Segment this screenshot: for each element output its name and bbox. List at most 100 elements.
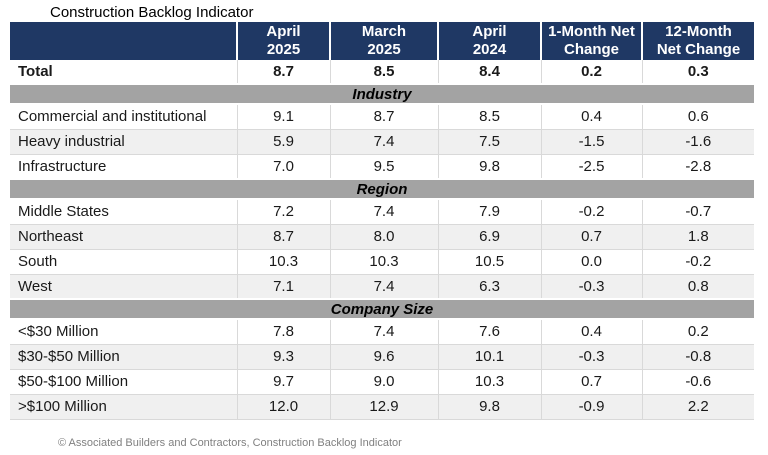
cell-value: -0.2 [540,198,642,224]
cell-value: 1.8 [641,223,754,249]
cell-value: 8.7 [329,103,438,129]
cell-value: -0.3 [540,343,642,369]
cell-value: 9.7 [236,368,330,394]
row-northeast: Northeast 8.7 8.0 6.9 0.7 1.8 [10,223,754,249]
row-label: South [10,248,237,274]
page-title: Construction Backlog Indicator [50,4,254,21]
row-label: $30-$50 Million [10,343,237,369]
cell-value: 9.0 [329,368,438,394]
cell-value: 5.9 [236,128,330,154]
cell-value: 8.4 [437,60,541,84]
cell-value: 7.4 [329,198,438,224]
cell-value: -1.5 [540,128,642,154]
row-heavy-industrial: Heavy industrial 5.9 7.4 7.5 -1.5 -1.6 [10,128,754,154]
col-header-label [10,22,237,60]
cell-value: 0.6 [641,103,754,129]
cell-value: 0.0 [540,248,642,274]
cell-value: -0.6 [641,368,754,394]
cell-value: 9.3 [236,343,330,369]
cell-value: 0.8 [641,273,754,299]
cell-value: 10.3 [437,368,541,394]
row-infrastructure: Infrastructure 7.0 9.5 9.8 -2.5 -2.8 [10,153,754,179]
cell-value: -1.6 [641,128,754,154]
col-header-1-month-net-change: 1-Month Net Change [540,22,642,60]
cell-value: -0.9 [540,393,642,419]
backlog-table: April 2025 March 2025 April 2024 1-Month… [10,22,754,420]
row-south: South 10.3 10.3 10.5 0.0 -0.2 [10,248,754,274]
row-label: West [10,273,237,299]
cell-value: 8.5 [329,60,438,84]
row-under-30-million: <$30 Million 7.8 7.4 7.6 0.4 0.2 [10,318,754,344]
cell-value: -0.2 [641,248,754,274]
cell-value: 7.5 [437,128,541,154]
cell-value: 9.1 [236,103,330,129]
cell-value: 0.3 [641,60,754,84]
col-header-12-month-net-change: 12-Month Net Change [641,22,754,60]
row-label: Commercial and institutional [10,103,237,129]
cell-value: 0.2 [540,60,642,84]
section-header-company-size: Company Size [10,298,754,320]
cell-value: -0.3 [540,273,642,299]
cell-value: 8.5 [437,103,541,129]
row-middle-states: Middle States 7.2 7.4 7.9 -0.2 -0.7 [10,198,754,224]
row-label: Total [10,60,237,84]
section-title: Industry [10,83,754,105]
cell-value: 9.5 [329,153,438,179]
cell-value: 9.6 [329,343,438,369]
col-header-april-2025: April 2025 [236,22,330,60]
col-header-april-2024: April 2024 [437,22,541,60]
section-header-region: Region [10,178,754,200]
cell-value: 10.3 [329,248,438,274]
row-west: West 7.1 7.4 6.3 -0.3 0.8 [10,273,754,299]
section-header-industry: Industry [10,83,754,105]
footer-credit: © Associated Builders and Contractors, C… [58,437,402,449]
cell-value: 6.3 [437,273,541,299]
cell-value: 12.9 [329,393,438,419]
row-over-100-million: >$100 Million 12.0 12.9 9.8 -0.9 2.2 [10,393,754,419]
header-row: April 2025 March 2025 April 2024 1-Month… [10,22,754,60]
cell-value: -2.5 [540,153,642,179]
cell-value: -2.8 [641,153,754,179]
total-row: Total 8.7 8.5 8.4 0.2 0.3 [10,60,754,84]
cell-value: 2.2 [641,393,754,419]
cell-value: -0.7 [641,198,754,224]
row-50-100-million: $50-$100 Million 9.7 9.0 10.3 0.7 -0.6 [10,368,754,394]
section-title: Company Size [10,298,754,320]
cell-value: 7.9 [437,198,541,224]
cell-value: 0.4 [540,103,642,129]
cell-value: 7.4 [329,318,438,344]
row-label: Heavy industrial [10,128,237,154]
cell-value: 7.8 [236,318,330,344]
row-label: >$100 Million [10,393,237,419]
cell-value: 8.0 [329,223,438,249]
cell-value: 7.1 [236,273,330,299]
row-label: $50-$100 Million [10,368,237,394]
cell-value: 8.7 [236,223,330,249]
cell-value: 7.6 [437,318,541,344]
row-label: Middle States [10,198,237,224]
cell-value: 7.4 [329,128,438,154]
cell-value: 10.5 [437,248,541,274]
cell-value: 0.4 [540,318,642,344]
cell-value: 7.2 [236,198,330,224]
cell-value: 9.8 [437,153,541,179]
cell-value: 7.0 [236,153,330,179]
row-label: Northeast [10,223,237,249]
cell-value: 9.8 [437,393,541,419]
row-30-50-million: $30-$50 Million 9.3 9.6 10.1 -0.3 -0.8 [10,343,754,369]
cell-value: 6.9 [437,223,541,249]
section-title: Region [10,178,754,200]
col-header-march-2025: March 2025 [329,22,438,60]
cell-value: -0.8 [641,343,754,369]
row-commercial-institutional: Commercial and institutional 9.1 8.7 8.5… [10,103,754,129]
cell-value: 10.1 [437,343,541,369]
cell-value: 0.7 [540,223,642,249]
cell-value: 10.3 [236,248,330,274]
cell-value: 0.7 [540,368,642,394]
cell-value: 8.7 [236,60,330,84]
cell-value: 12.0 [236,393,330,419]
row-label: Infrastructure [10,153,237,179]
cell-value: 7.4 [329,273,438,299]
cell-value: 0.2 [641,318,754,344]
